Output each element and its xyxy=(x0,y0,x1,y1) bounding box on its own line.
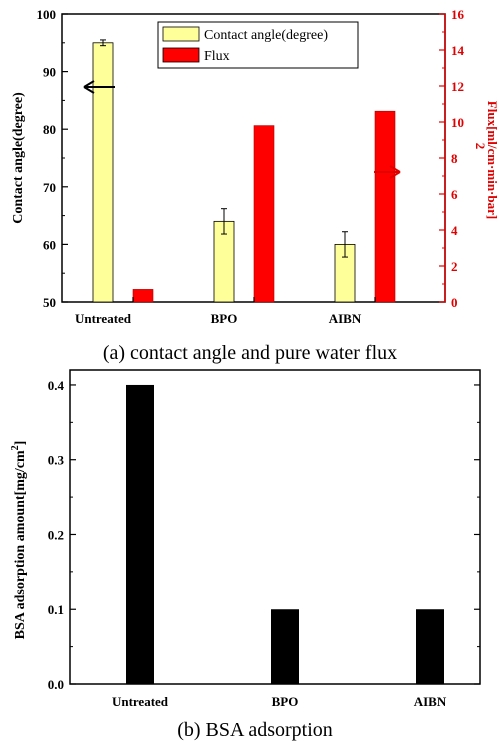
y-axis-title-right-superscript: 2 xyxy=(473,143,488,150)
right-tick-label: 10 xyxy=(451,115,464,130)
right-tick-label: 6 xyxy=(451,187,458,202)
caption-a: (a) contact angle and pure water flux xyxy=(103,342,397,364)
y-axis-title-b: BSA adsorption amount[mg/cm2] xyxy=(10,441,28,640)
right-tick-label: 16 xyxy=(451,7,465,22)
right-tick-label: 0 xyxy=(451,295,458,310)
x-tick-label: Untreated xyxy=(112,694,169,709)
legend-label-contact-angle: Contact angle(degree) xyxy=(204,28,328,43)
right-tick-label: 12 xyxy=(451,79,464,94)
x-tick-label: BPO xyxy=(211,311,238,326)
left-tick-label: 50 xyxy=(43,295,56,310)
right-tick-label: 14 xyxy=(451,43,465,58)
y-tick-label: 0.1 xyxy=(48,602,64,617)
left-tick-label: 90 xyxy=(43,65,56,80)
right-tick-label: 8 xyxy=(451,151,458,166)
flux-bar xyxy=(374,110,396,303)
bsa-bar xyxy=(126,384,154,684)
chart-contact-angle-flux: 50 60 70 80 90 100 0 2 4 6 8 10 12 14 16 Untreated BPO… xyxy=(11,7,500,364)
y-axis-title-left: Contact angle(degree) xyxy=(11,92,26,224)
chart-bsa-adsorption: 0.0 0.1 0.2 0.3 0.4 Untreated BPO AIBN BSA ads… xyxy=(10,369,481,741)
legend-a: Contact angle(degree) Flux xyxy=(157,21,359,69)
right-tick-label: 4 xyxy=(451,223,458,238)
bsa-bar xyxy=(271,609,299,684)
legend-label-flux: Flux xyxy=(204,49,230,64)
x-tick-label: AIBN xyxy=(414,694,447,709)
x-tick-label: BPO xyxy=(272,694,299,709)
y-tick-label: 0.2 xyxy=(48,527,64,542)
left-tick-label: 60 xyxy=(43,237,56,252)
right-tick-label: 2 xyxy=(451,259,458,274)
y-tick-label: 0.3 xyxy=(48,453,65,468)
x-tick-label: AIBN xyxy=(329,311,362,326)
y-axis-title-right: Flux[ml/cm·min·bar] xyxy=(485,101,500,219)
right-axis-arrow xyxy=(374,165,401,179)
caption-b: (b) BSA adsorption xyxy=(177,719,333,741)
legend-swatch-flux xyxy=(162,47,200,63)
flux-bar xyxy=(253,125,275,303)
left-tick-label: 100 xyxy=(37,7,57,22)
legend-swatch-contact-angle xyxy=(162,26,200,42)
left-axis-arrow xyxy=(83,80,115,94)
flux-bar xyxy=(132,289,154,303)
y-tick-label: 0.4 xyxy=(48,378,65,393)
x-tick-label: Untreated xyxy=(75,311,132,326)
bsa-bar xyxy=(416,609,444,684)
left-tick-label: 80 xyxy=(43,122,56,137)
contact-angle-bar xyxy=(92,42,114,303)
left-tick-label: 70 xyxy=(43,180,56,195)
y-tick-label: 0.0 xyxy=(48,677,64,692)
